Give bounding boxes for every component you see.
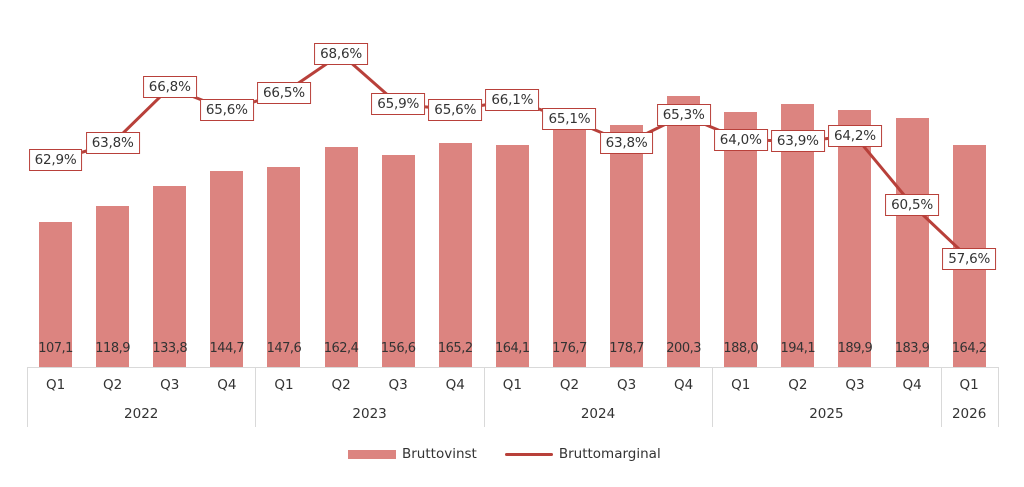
quarter-label: Q4 [674, 377, 694, 393]
bar-value-label: 176,7 [552, 341, 587, 356]
legend-label-bruttomarginal: Bruttomarginal [558, 446, 661, 462]
margin-label: 65,6% [199, 98, 254, 121]
quarter-label: Q1 [959, 377, 979, 393]
year-divider [483, 367, 485, 427]
margin-label: 64,0% [713, 128, 768, 151]
quarter-label: Q4 [217, 377, 237, 393]
margin-label: 65,1% [542, 108, 597, 131]
bar [324, 147, 358, 367]
legend-item-bruttomarginal: Bruttomarginal [504, 446, 661, 462]
quarter-label: Q4 [902, 377, 922, 393]
quarter-label: Q3 [160, 377, 180, 393]
bar-value-label: 165,2 [437, 341, 473, 356]
quarter-label: Q1 [502, 377, 522, 393]
margin-label: 65,9% [371, 93, 426, 116]
quarter-label: Q3 [388, 377, 408, 393]
bar [495, 144, 529, 367]
legend-item-bruttovinst: Bruttovinst [348, 446, 477, 462]
margin-label: 62,9% [28, 149, 83, 171]
year-label: 2026 [951, 406, 987, 422]
bar [153, 185, 187, 367]
quarter-label: Q1 [45, 377, 66, 393]
quarter-label: Q3 [616, 377, 637, 393]
bar [210, 171, 244, 367]
margin-label: 68,6% [314, 42, 368, 65]
bar-value-label: 200,3 [666, 341, 701, 356]
margin-label: 60,5% [885, 193, 939, 216]
bar-value-label: 164,1 [494, 341, 530, 356]
bar-value-label: 164,2 [951, 341, 987, 356]
margin-label: 63,8% [85, 132, 140, 155]
bar-swatch-icon [348, 449, 396, 459]
bar-value-label: 147,6 [266, 341, 302, 356]
legend: Bruttovinst Bruttomarginal [348, 446, 689, 462]
bar-value-label: 144,7 [209, 341, 245, 356]
year-divider [27, 367, 28, 427]
bar-value-label: 183,9 [894, 341, 930, 356]
quarter-label: Q3 [845, 377, 865, 393]
year-label: 2024 [580, 406, 616, 422]
bar [667, 95, 701, 367]
margin-label: 63,8% [599, 132, 654, 155]
margin-label: 63,9% [770, 130, 825, 153]
year-divider [255, 367, 257, 427]
margin-label: 66,5% [256, 82, 311, 105]
bar [838, 109, 872, 367]
bar [267, 167, 301, 367]
quarter-label: Q4 [445, 377, 465, 393]
bar [724, 112, 758, 367]
bar-value-label: 118,9 [95, 341, 130, 356]
bar-value-label: 178,7 [609, 341, 644, 356]
axis-baseline [27, 367, 998, 368]
margin-label: 57,6% [942, 247, 997, 270]
year-label: 2022 [124, 406, 159, 422]
quarter-label: Q2 [788, 377, 808, 393]
bar-value-label: 189,9 [837, 341, 873, 356]
bar [895, 117, 929, 367]
bar [610, 125, 644, 367]
bar-value-label: 133,8 [152, 341, 188, 356]
quarter-label: Q2 [559, 377, 580, 393]
bar [552, 127, 586, 367]
margin-label: 65,6% [428, 98, 483, 121]
line-swatch-icon [504, 452, 553, 456]
bar-value-label: 162,4 [323, 341, 359, 356]
margin-label: 66,8% [142, 76, 197, 99]
quarter-label: Q2 [103, 377, 123, 393]
year-divider [997, 367, 999, 427]
quarter-label: Q2 [331, 377, 351, 393]
bar [39, 221, 73, 367]
bar [96, 206, 130, 367]
margin-label: 64,2% [827, 124, 882, 147]
year-divider [940, 367, 942, 427]
bar [438, 143, 472, 367]
bar-value-label: 188,0 [723, 341, 759, 356]
year-label: 2025 [809, 406, 844, 422]
bar [381, 154, 415, 367]
year-divider [712, 367, 714, 427]
legend-label-bruttovinst: Bruttovinst [402, 446, 477, 462]
margin-label: 66,1% [485, 89, 540, 112]
bar-value-label: 194,1 [780, 341, 816, 356]
margin-label: 65,3% [656, 104, 711, 127]
bar-value-label: 107,1 [38, 341, 73, 356]
year-label: 2023 [352, 406, 387, 422]
quarter-label: Q1 [731, 377, 751, 393]
bar-value-label: 156,6 [380, 341, 416, 356]
quarter-label: Q1 [274, 377, 294, 393]
